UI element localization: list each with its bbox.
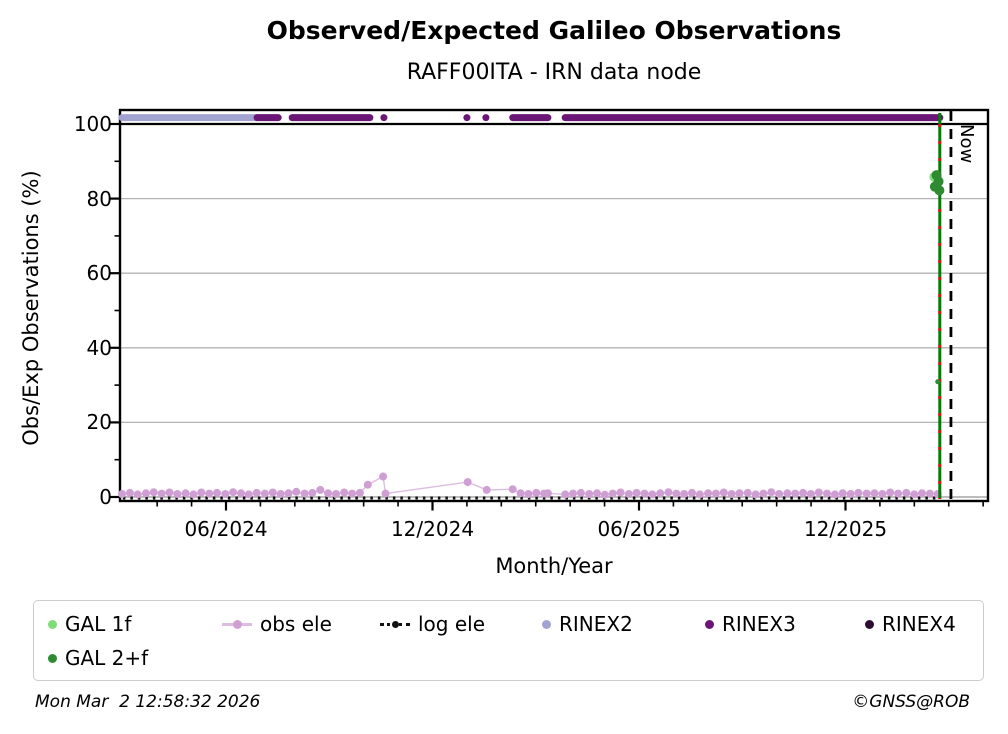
x-axis-label: Month/Year bbox=[495, 554, 613, 578]
legend-label: GAL 1f bbox=[65, 612, 132, 636]
x-tick-label: 12/2024 bbox=[390, 517, 475, 541]
legend-item: RINEX4 bbox=[865, 612, 969, 636]
legend-label: RINEX4 bbox=[882, 612, 956, 636]
legend-item: obs ele bbox=[222, 612, 380, 636]
legend-dot-icon bbox=[48, 619, 57, 629]
legend-dot-icon bbox=[705, 619, 714, 629]
legend-dot-icon bbox=[542, 619, 551, 629]
legend: GAL 1f obs ele log ele RINEX2 RINEX3 RINEX4 GA… bbox=[33, 600, 984, 681]
legend-label: GAL 2+f bbox=[65, 646, 149, 670]
legend-item: GAL 2+f bbox=[48, 646, 222, 670]
y-tick-label: 20 bbox=[86, 410, 112, 435]
y-tick-label: 100 bbox=[73, 112, 112, 136]
y-tick-label: 80 bbox=[86, 186, 112, 211]
legend-dotted-line-icon bbox=[380, 620, 410, 628]
legend-label: RINEX2 bbox=[559, 612, 633, 636]
legend-label: log ele bbox=[418, 612, 486, 636]
now-line-label: Now bbox=[956, 124, 977, 164]
x-tick-label: 06/2025 bbox=[597, 517, 681, 541]
y-tick-label: 0 bbox=[99, 485, 112, 509]
copyright-text: ©GNSS@ROB bbox=[852, 692, 970, 712]
legend-item: RINEX2 bbox=[542, 612, 705, 636]
legend-label: RINEX3 bbox=[722, 612, 796, 636]
x-tick-label: 06/2024 bbox=[184, 517, 268, 541]
legend-line-dot-icon bbox=[222, 619, 252, 629]
y-tick-label: 60 bbox=[86, 261, 112, 286]
legend-dot-icon bbox=[865, 619, 874, 629]
x-tick-label: 12/2025 bbox=[803, 517, 888, 541]
legend-dot-icon bbox=[48, 653, 57, 663]
chart-subtitle: RAFF00ITA - IRN data node bbox=[406, 60, 702, 85]
chart-title: Observed/Expected Galileo Observations bbox=[266, 16, 842, 45]
legend-label: obs ele bbox=[260, 612, 332, 636]
legend-item: log ele bbox=[380, 612, 542, 636]
y-tick-label: 40 bbox=[86, 335, 112, 360]
timestamp-text: Mon Mar 2 12:58:32 2026 bbox=[35, 692, 261, 712]
legend-item: RINEX3 bbox=[705, 612, 865, 636]
legend-item: GAL 1f bbox=[48, 612, 222, 636]
